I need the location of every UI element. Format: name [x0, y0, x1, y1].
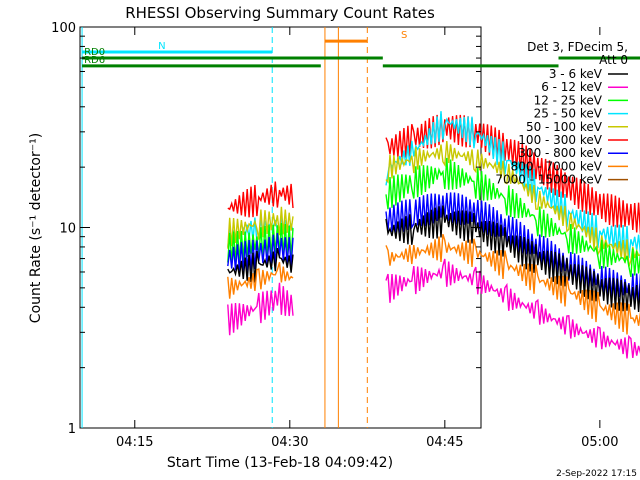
chart-title: RHESSI Observing Summary Count Rates	[125, 4, 435, 22]
state-bars	[82, 39, 640, 68]
series-line-5	[227, 205, 640, 312]
legend-label-0: 3 - 6 keV	[549, 67, 603, 81]
state-label-3: RD6	[84, 55, 105, 66]
series-layer	[227, 111, 640, 359]
series-line-3	[227, 157, 640, 278]
state-label-1: S	[401, 30, 407, 41]
series-line-7	[227, 258, 640, 359]
legend-label-2: 12 - 25 keV	[534, 93, 603, 107]
legend-label-7: 800 - 7000 keV	[511, 159, 603, 173]
x-tick-label-3: 05:00	[581, 435, 618, 450]
y-tick-label-1: 10	[59, 222, 76, 237]
legend-label-5: 100 - 300 keV	[518, 133, 602, 147]
y-tick-label-0: 1	[68, 422, 76, 437]
legend-header-2: Att 0	[599, 53, 628, 67]
legend-label-3: 25 - 50 keV	[534, 107, 603, 121]
legend-label-4: 50 - 100 keV	[526, 120, 603, 134]
series-line-6	[227, 233, 640, 335]
legend-header-1: Det 3, FDecim 5,	[527, 40, 628, 54]
legend-label-8: 7000 - 15000 keV	[495, 173, 602, 187]
x-tick-label-2: 04:45	[426, 435, 463, 450]
y-tick-label-2: 100	[51, 21, 76, 36]
x-tick-label-1: 04:30	[271, 435, 308, 450]
y-axis-label: Count Rate (s⁻¹ detector⁻¹)	[28, 133, 44, 323]
x-axis-label: Start Time (13-Feb-18 04:09:42)	[167, 455, 393, 471]
y-axis-ticks: 1 10 100	[51, 21, 481, 437]
series-line-2	[227, 140, 640, 267]
x-tick-label-0: 04:15	[116, 435, 153, 450]
footer-date: 2-Sep-2022 17:15	[556, 469, 637, 479]
state-label-0: N	[158, 41, 165, 52]
series-line-4	[227, 192, 640, 306]
legend-label-1: 6 - 12 keV	[541, 80, 603, 94]
state-label-2: RD0	[84, 47, 105, 58]
legend-label-6: 300 - 800 keV	[518, 146, 602, 160]
